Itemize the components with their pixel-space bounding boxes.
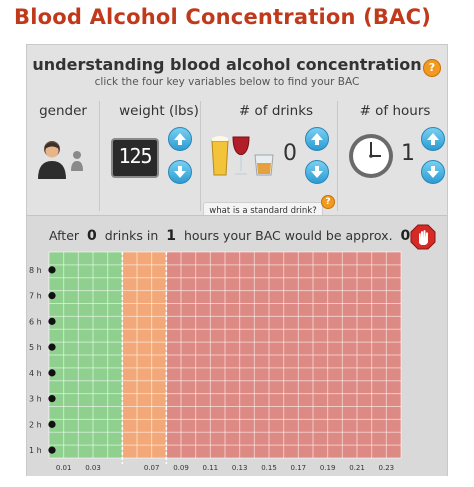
drinks-value: 0 <box>283 141 297 166</box>
hours-label: # of hours <box>359 103 431 119</box>
wine-icon <box>232 136 250 175</box>
help-icon[interactable]: ? <box>423 59 441 77</box>
hours-value: 1 <box>401 141 415 166</box>
hour-marker <box>48 395 56 403</box>
spirits-icon <box>254 154 274 176</box>
weight-display: 125 <box>111 138 159 178</box>
y-tick-label: 5 h <box>29 343 42 352</box>
x-tick-label: 0.11 <box>203 464 219 472</box>
weight-label: weight (lbs) <box>119 103 199 119</box>
result-panel: After 0 drinks in 1 hours your BAC would… <box>27 215 447 476</box>
hour-marker <box>48 446 56 454</box>
y-tick-label: 2 h <box>29 420 42 429</box>
hour-marker <box>48 343 56 351</box>
result-drinks: 0 <box>86 228 97 244</box>
drinks-label: # of drinks <box>238 103 314 119</box>
drinks-up-button[interactable] <box>305 127 329 151</box>
x-tick-label: 0.23 <box>379 464 395 472</box>
drinks-icons <box>211 136 274 176</box>
y-tick-label: 3 h <box>29 395 42 404</box>
x-tick-label: 0.15 <box>261 464 277 472</box>
arrow-down-icon <box>427 166 439 178</box>
bac-calculator: understanding blood alcohol concentratio… <box>26 44 448 476</box>
x-tick-label: 0.19 <box>320 464 336 472</box>
separator <box>99 101 100 211</box>
drinks-down-button[interactable] <box>305 160 329 184</box>
y-tick-label: 8 h <box>29 266 42 275</box>
stop-icon[interactable] <box>410 224 436 250</box>
result-prefix: After <box>49 228 80 243</box>
weight-down-button[interactable] <box>168 160 192 184</box>
x-tick-label: 0.17 <box>291 464 307 472</box>
x-tick-label: 0.01 <box>56 464 72 472</box>
male-icon[interactable] <box>38 141 66 179</box>
x-tick-label: 0.07 <box>144 464 160 472</box>
arrow-up-icon <box>427 133 439 145</box>
gender-label: gender <box>39 103 87 119</box>
result-suffix: hours your BAC would be approx. <box>183 228 393 243</box>
page-title: Blood Alcohol Concentration (BAC) <box>14 5 432 29</box>
calculator-subtitle: click the four key variables below to fi… <box>94 76 360 88</box>
y-tick-label: 6 h <box>29 317 42 326</box>
arrow-up-icon <box>174 133 186 145</box>
hour-marker <box>48 266 56 274</box>
x-tick-label: 0.13 <box>232 464 248 472</box>
y-tick-label: 1 h <box>29 446 42 455</box>
gender-selector[interactable] <box>35 137 91 181</box>
calculator-title: understanding blood alcohol concentratio… <box>32 55 422 74</box>
hour-marker <box>48 292 56 300</box>
beer-icon <box>211 136 229 176</box>
x-tick-label: 0.09 <box>173 464 189 472</box>
separator <box>337 101 338 211</box>
y-tick-label: 4 h <box>29 369 42 378</box>
arrow-up-icon <box>311 133 323 145</box>
arrow-down-icon <box>311 166 323 178</box>
weight-up-button[interactable] <box>168 127 192 151</box>
y-tick-label: 7 h <box>29 292 42 301</box>
weight-value: 125 <box>118 144 152 168</box>
hours-up-button[interactable] <box>421 127 445 151</box>
x-tick-label: 0.03 <box>85 464 101 472</box>
bac-chart: 8 h 7 h 6 h 5 h 4 h 3 h 2 h 1 h 0.01 0.03 0.07 0.09… <box>29 251 402 472</box>
result-hours: 1 <box>166 228 176 244</box>
hours-down-button[interactable] <box>421 160 445 184</box>
hour-marker <box>48 369 56 377</box>
separator <box>200 101 201 211</box>
standard-drink-help-icon[interactable]: ? <box>321 195 335 209</box>
arrow-down-icon <box>174 166 186 178</box>
hour-marker <box>48 317 56 325</box>
clock-icon <box>349 134 393 178</box>
hour-marker <box>48 420 56 428</box>
result-sentence: After 0 drinks in 1 hours your BAC would… <box>49 228 435 244</box>
female-icon[interactable] <box>71 151 83 171</box>
x-tick-label: 0.21 <box>349 464 365 472</box>
result-mid: drinks in <box>104 228 159 243</box>
